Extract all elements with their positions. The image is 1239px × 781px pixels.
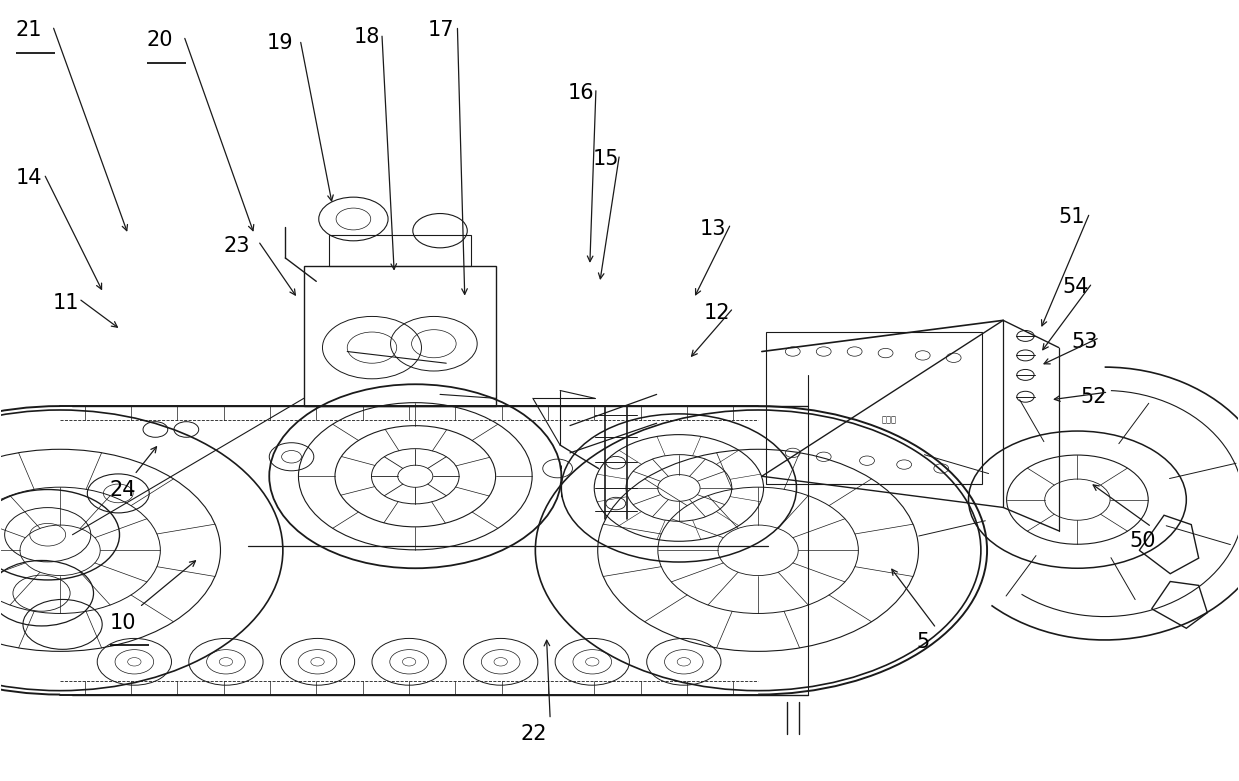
Text: 51: 51 (1059, 207, 1085, 227)
Text: 5: 5 (917, 632, 929, 652)
Text: 21: 21 (16, 20, 42, 40)
Text: 10: 10 (109, 612, 136, 633)
Text: 19: 19 (266, 34, 294, 53)
Bar (304, 266, 496, 406)
Text: 旋耕机: 旋耕机 (882, 415, 897, 425)
Text: 20: 20 (146, 30, 173, 50)
Text: 17: 17 (427, 20, 455, 40)
Text: 22: 22 (520, 724, 546, 744)
Text: 15: 15 (592, 149, 618, 169)
Text: 52: 52 (1080, 387, 1106, 407)
Text: 50: 50 (1130, 531, 1156, 551)
Text: 24: 24 (109, 480, 136, 500)
Bar (766, 332, 983, 484)
Text: 12: 12 (704, 303, 730, 323)
Text: 53: 53 (1072, 332, 1098, 352)
Text: 16: 16 (567, 83, 595, 102)
Text: 23: 23 (223, 236, 250, 256)
Text: 11: 11 (53, 293, 79, 313)
Text: 18: 18 (353, 27, 380, 47)
Bar (328, 234, 471, 266)
Text: 14: 14 (16, 169, 42, 188)
Text: 54: 54 (1063, 277, 1089, 298)
Text: 13: 13 (700, 219, 726, 239)
